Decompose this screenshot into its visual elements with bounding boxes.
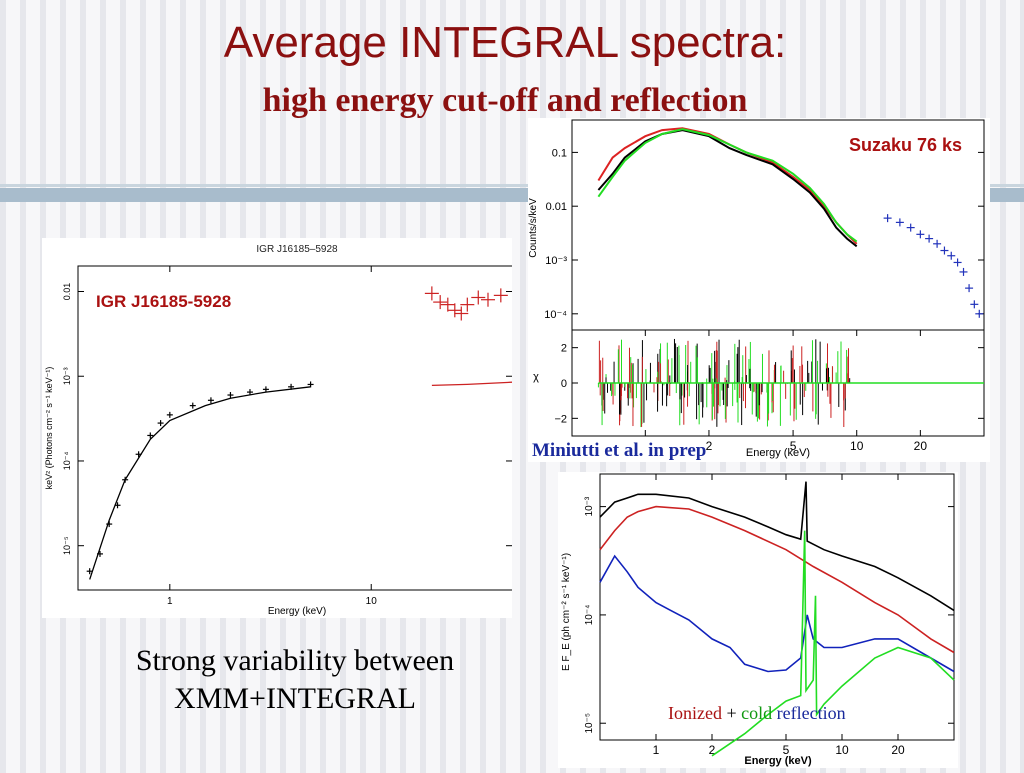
reflection-x-tick-label: 20 <box>891 743 905 757</box>
caption-line-1: Strong variability between <box>135 644 455 677</box>
integral-y-tick-label: 10⁻³ <box>62 367 72 385</box>
integral-source-label: IGR J16185-5928 <box>96 292 231 311</box>
suzaku-y-tick-label: 10⁻⁴ <box>544 309 567 321</box>
reflection-model-chart: 1 2 5 10 20 10⁻⁵ 10⁻⁴ 10⁻³ Energy (keV) E F_E (ph… <box>561 473 955 767</box>
reflection-y-tick-label: 10⁻⁵ <box>584 713 595 734</box>
suzaku-residual-axis-label: χ <box>533 371 539 383</box>
integral-model-line-0 <box>89 386 311 580</box>
suzaku-y-tick-label: 0.01 <box>546 201 567 213</box>
integral-axes-frame <box>77 265 518 591</box>
suzaku-y-axis-label: Counts/s/keV <box>528 198 539 258</box>
reflection-model-line-0 <box>599 481 955 612</box>
integral-x-axis-label: Energy (keV) <box>268 606 326 617</box>
reflection-x-tick-label: 10 <box>835 743 849 757</box>
reflection-legend-item-1: + <box>722 703 737 723</box>
decorative-bar-thin <box>0 184 1024 187</box>
integral-y-tick-label: 10⁻⁵ <box>62 536 72 555</box>
integral-y-tick-label: 0.01 <box>62 283 72 301</box>
integral-chart-panel: IGR J16185–5928 1 10 10⁻⁵ 10⁻⁴ 10⁻³ 0.01 Energy… <box>42 238 518 618</box>
suzaku-spectrum-line-2 <box>597 128 858 243</box>
integral-plot-title: IGR J16185–5928 <box>256 244 338 255</box>
slide-subtitle: high energy cut-off and reflection <box>262 82 748 119</box>
suzaku-residual-y-tick-label: −2 <box>554 413 567 425</box>
integral-x-tick-label: 10 <box>366 596 378 607</box>
reflection-y-tick-label: 10⁻³ <box>584 496 595 516</box>
reflection-model-panel: 1 2 5 10 20 10⁻⁵ 10⁻⁴ 10⁻³ Energy (keV) E F_E (ph… <box>558 472 958 768</box>
suzaku-y-tick-label: 0.1 <box>552 147 567 159</box>
slide-caption: Strong variability between XMM+INTEGRAL <box>60 642 530 718</box>
integral-y-tick-label: 10⁻⁴ <box>62 452 72 471</box>
reflection-y-axis-label: E F_E (ph cm⁻² s⁻¹ keV⁻¹) <box>561 553 572 671</box>
reflection-y-tick-label: 10⁻⁴ <box>584 605 595 626</box>
reference-citation: Miniutti et al. in prep <box>532 440 707 462</box>
reflection-legend: Ionized + cold reflection <box>668 703 846 723</box>
suzaku-chart-panel: 10⁻⁴10⁻³0.010.1Counts/s/keV−202χ1251020E… <box>528 118 990 462</box>
suzaku-x-tick-label: 10 <box>850 439 864 453</box>
caption-line-2: XMM+INTEGRAL <box>174 682 416 715</box>
reflection-x-tick-label: 1 <box>653 743 660 757</box>
reflection-axes-frame <box>599 473 955 741</box>
integral-spectrum-chart: IGR J16185–5928 1 10 10⁻⁵ 10⁻⁴ 10⁻³ 0.01 Energy… <box>44 244 518 617</box>
reflection-legend-item-3: reflection <box>772 703 845 723</box>
suzaku-residual-y-tick-label: 0 <box>561 378 567 390</box>
reflection-model-line-3 <box>711 530 955 757</box>
reflection-x-tick-label: 2 <box>709 743 716 757</box>
suzaku-label: Suzaku 76 ks <box>849 135 962 155</box>
suzaku-y-tick-label: 10⁻³ <box>545 255 567 267</box>
slide-title: Average INTEGRAL spectra: <box>223 18 787 67</box>
integral-model-line-1 <box>431 381 513 387</box>
suzaku-x-tick-label: 2 <box>706 439 713 453</box>
suzaku-x-tick-label: 20 <box>914 439 928 453</box>
reflection-legend-item-2: cold <box>737 703 773 723</box>
suzaku-residual-y-tick-label: 2 <box>561 343 567 355</box>
suzaku-x-axis-label: Energy (keV) <box>746 447 810 459</box>
integral-x-tick-label: 1 <box>167 596 173 607</box>
reflection-model-line-1 <box>599 505 955 654</box>
reflection-model-line-2 <box>599 554 955 673</box>
reflection-legend-item-0: Ionized <box>668 703 722 723</box>
suzaku-spectrum-line-1 <box>597 129 858 248</box>
reflection-x-tick-label: 5 <box>783 743 790 757</box>
suzaku-x-tick-label: 5 <box>790 439 797 453</box>
reflection-x-axis-label: Energy (keV) <box>744 755 812 767</box>
suzaku-spectrum-line-0 <box>597 127 858 245</box>
integral-y-axis-label: keV² (Photons cm⁻² s⁻¹ keV⁻¹) <box>44 367 54 490</box>
suzaku-spectrum-chart: 10⁻⁴10⁻³0.010.1Counts/s/keV−202χ1251020E… <box>528 119 985 459</box>
